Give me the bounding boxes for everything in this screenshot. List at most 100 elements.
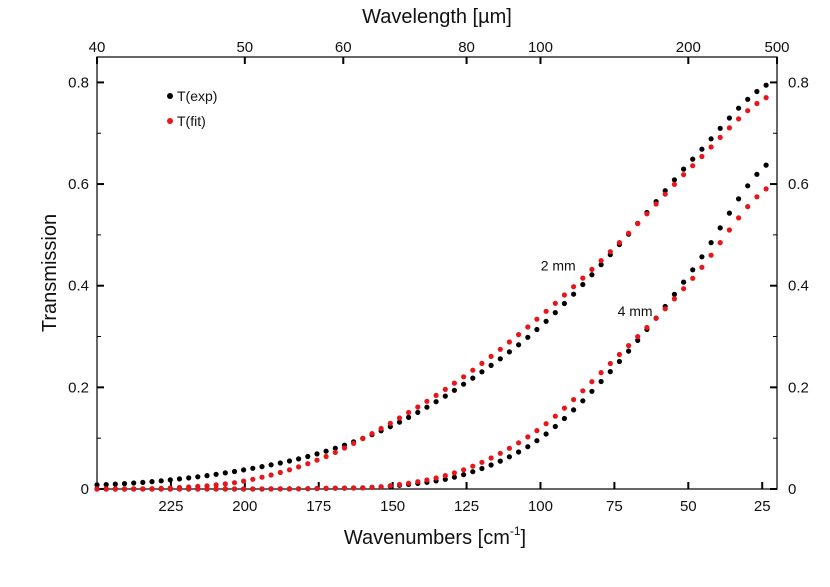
data-point-1 [589,266,595,272]
data-point-3 [204,486,210,492]
data-point-1 [571,284,577,290]
data-point-0 [479,369,485,375]
data-point-0 [396,419,403,425]
data-point-3 [167,486,173,492]
data-point-3 [222,486,228,492]
data-point-3 [112,486,118,492]
data-point-1 [699,153,705,160]
data-point-2 [571,407,577,413]
x-tick-label: 175 [306,498,331,515]
data-point-2 [745,183,751,189]
data-point-0 [222,470,228,476]
data-point-0 [415,409,421,415]
data-point-2 [690,267,696,273]
data-point-0 [561,300,568,307]
data-point-2 [461,472,467,478]
data-point-3 [378,484,384,490]
y2-tick-label: 0 [788,481,796,498]
data-point-2 [470,469,476,475]
legend-label: T(fit) [177,113,206,129]
data-point-3 [286,486,293,492]
y-tick-label: 0.2 [68,379,89,396]
data-point-3 [644,324,650,331]
data-point-2 [717,225,723,231]
data-point-0 [736,105,742,111]
data-point-2 [681,279,687,285]
data-point-1 [451,380,457,386]
data-point-2 [479,465,485,472]
data-point-0 [497,356,503,362]
data-point-1 [360,436,366,442]
data-point-3 [497,450,503,456]
data-point-3 [598,370,604,376]
data-point-3 [305,486,311,492]
data-point-3 [543,421,549,427]
data-point-0 [323,448,329,454]
data-point-1 [461,374,467,380]
data-point-0 [250,465,256,471]
data-point-0 [552,310,558,316]
data-point-2 [451,474,457,480]
data-point-0 [745,96,751,102]
x-tick-label: 50 [680,498,697,515]
data-point-0 [424,404,430,410]
y-tick-label: 0.4 [68,278,89,295]
data-point-2 [671,291,678,297]
data-point-3 [461,467,467,473]
data-point-3 [268,486,274,492]
data-point-1 [726,125,733,131]
data-point-3 [607,360,613,367]
data-point-3 [360,485,366,491]
x2-tick-label: 200 [676,39,701,56]
data-point-2 [708,240,714,246]
data-point-1 [506,339,512,345]
data-point-0 [543,318,549,324]
data-point-2 [763,162,769,168]
data-point-0 [681,166,687,172]
x-tick-label: 75 [606,498,623,515]
data-point-3 [626,343,632,349]
x-tick-label: 200 [232,498,257,515]
x2-tick-label: 60 [335,39,352,56]
data-point-1 [351,440,357,446]
data-point-0 [131,480,137,486]
data-point-3 [516,440,522,446]
data-point-3 [131,486,137,492]
data-point-3 [314,485,320,492]
data-point-0 [451,387,457,393]
data-point-0 [534,326,540,333]
data-point-3 [470,463,476,469]
x-tick-label: 100 [528,498,553,515]
data-point-0 [286,458,293,464]
data-point-3 [149,486,155,492]
data-point-0 [516,342,522,348]
data-point-1 [378,425,384,432]
data-point-0 [433,399,439,405]
data-point-1 [745,108,751,114]
data-point-0 [332,445,338,451]
data-point-1 [406,409,412,416]
legend-marker [167,118,173,124]
data-point-3 [396,481,403,488]
data-point-2 [516,449,522,455]
data-point-3 [726,227,733,233]
data-point-2 [488,462,494,468]
data-point-0 [296,456,302,462]
data-point-3 [671,296,678,302]
data-point-3 [186,486,192,492]
data-point-3 [415,479,421,485]
data-point-3 [653,315,659,321]
data-point-3 [103,486,109,492]
data-point-1 [690,163,696,169]
data-point-3 [451,470,457,476]
x2-tick-label: 40 [89,39,106,56]
data-point-3 [369,484,375,490]
data-point-3 [736,215,742,221]
legend: T(exp) T(fit) [167,88,217,129]
data-point-3 [708,252,714,258]
data-point-3 [250,486,256,492]
x2-tick-label: 80 [458,39,475,56]
data-point-0 [598,262,604,268]
